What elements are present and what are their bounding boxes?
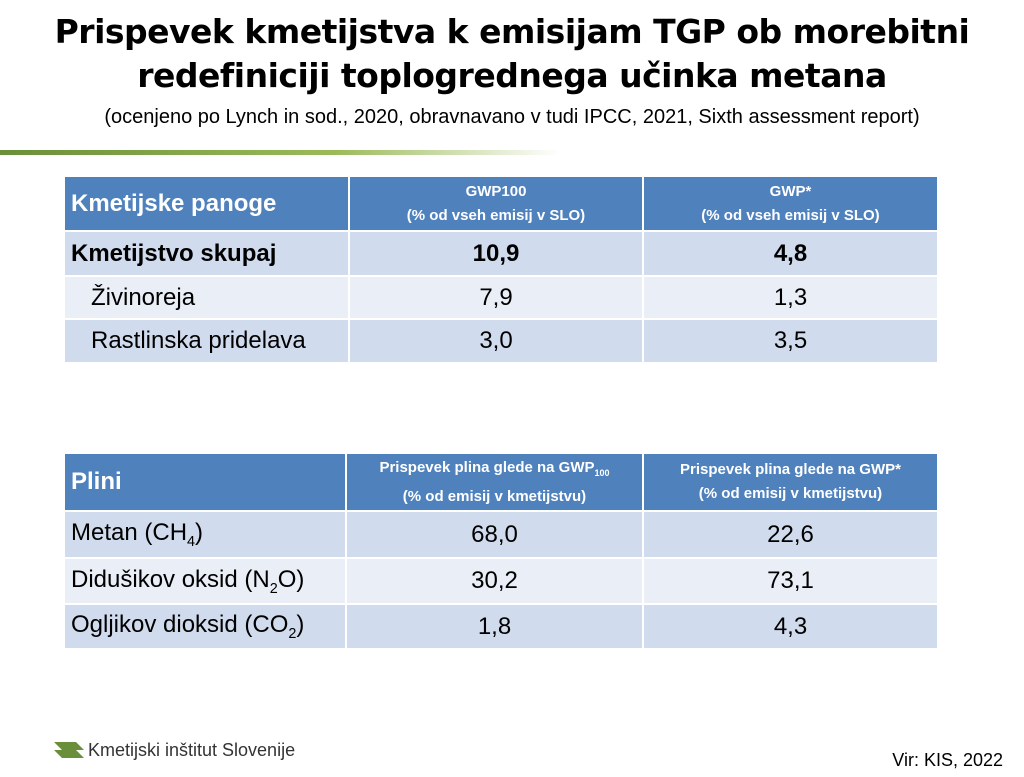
text: )	[296, 611, 305, 639]
cell: 1,3	[642, 275, 939, 320]
cell: Kmetijstvo skupaj	[63, 230, 350, 277]
header-row: Kmetijske panoge GWP100 (% od vseh emisij…	[63, 175, 939, 232]
cell: 3,0	[348, 318, 644, 364]
cell: 68,0	[345, 510, 644, 559]
row: Kmetijstvo skupaj 10,9 4,8	[63, 230, 939, 277]
subscript: 2	[288, 625, 297, 642]
cell: 22,6	[642, 510, 939, 559]
cell: 73,1	[642, 557, 939, 605]
text: (% od emisij v kmetijstvu)	[698, 485, 883, 502]
cell: 1,8	[345, 603, 644, 650]
cell: 7,9	[348, 275, 644, 320]
header-cell: GWP100 (% od vseh emisij v SLO)	[348, 175, 644, 232]
cell: 3,5	[642, 318, 939, 364]
text: (% od vseh emisij v SLO)	[701, 206, 880, 224]
header-cell: Kmetijske panoge	[63, 175, 350, 232]
text: O)	[277, 565, 305, 593]
cell: 4,8	[642, 230, 939, 277]
row: Ogljikov dioksid (CO2) 1,8 4,3	[63, 603, 939, 650]
text: (% od vseh emisij v SLO)	[406, 206, 586, 224]
table: Kmetijske panoge GWP100 (% od vseh emisij…	[63, 175, 939, 364]
logo-icon	[54, 742, 84, 758]
header-cell: Plini	[63, 452, 347, 512]
text: Ogljikov dioksid (CO	[71, 611, 289, 639]
subscript: 4	[187, 533, 196, 550]
text: Didušikov oksid (N	[71, 565, 270, 593]
text: Metan (CH	[71, 519, 188, 547]
cell: Didušikov oksid (N2O)	[63, 557, 347, 605]
row: Rastlinska pridelava 3,0 3,5	[63, 318, 939, 364]
cell: 10,9	[348, 230, 644, 277]
text: GWP100	[465, 182, 527, 200]
header-cell: GWP* (% od vseh emisij v SLO)	[642, 175, 939, 232]
text: GWP*	[769, 182, 812, 200]
divider	[0, 150, 560, 155]
row: Živinoreja 7,9 1,3	[63, 275, 939, 320]
header-cell: Prispevek plina glede na GWP* (% od emisi…	[642, 452, 939, 512]
cell: 4,3	[642, 603, 939, 650]
text: Prispevek plina glede na GWP	[379, 458, 595, 476]
logo-text: Kmetijski inštitut Slovenije	[88, 740, 296, 760]
subtitle: (ocenjeno po Lynch in sod., 2020, obravn…	[104, 106, 920, 128]
text: Prispevek plina glede na GWP*	[680, 461, 901, 478]
header-cell: Prispevek plina glede na GWP100 (% od emi…	[345, 452, 644, 512]
text: (% od emisij v kmetijstvu)	[402, 487, 587, 505]
row: Didušikov oksid (N2O) 30,2 73,1	[63, 557, 939, 605]
cell: Ogljikov dioksid (CO2)	[63, 603, 347, 650]
source: Vir: KIS, 2022	[892, 750, 1003, 770]
title: Prispevek kmetijstva k emisijam TGP ob m…	[54, 12, 970, 51]
cell: 30,2	[345, 557, 644, 605]
cell: Rastlinska pridelava	[63, 318, 350, 364]
table: Plini Prispevek plina glede na GWP100 (% …	[63, 452, 939, 650]
subscript: 100	[594, 467, 610, 478]
cell: Živinoreja	[63, 275, 350, 320]
header-row: Plini Prispevek plina glede na GWP100 (% …	[63, 452, 939, 512]
text: )	[195, 519, 204, 547]
subscript: 2	[269, 580, 278, 597]
title: redefiniciji toplogrednega učinka metana	[137, 56, 887, 95]
cell: Metan (CH4)	[63, 510, 347, 559]
row: Metan (CH4) 68,0 22,6	[63, 510, 939, 559]
